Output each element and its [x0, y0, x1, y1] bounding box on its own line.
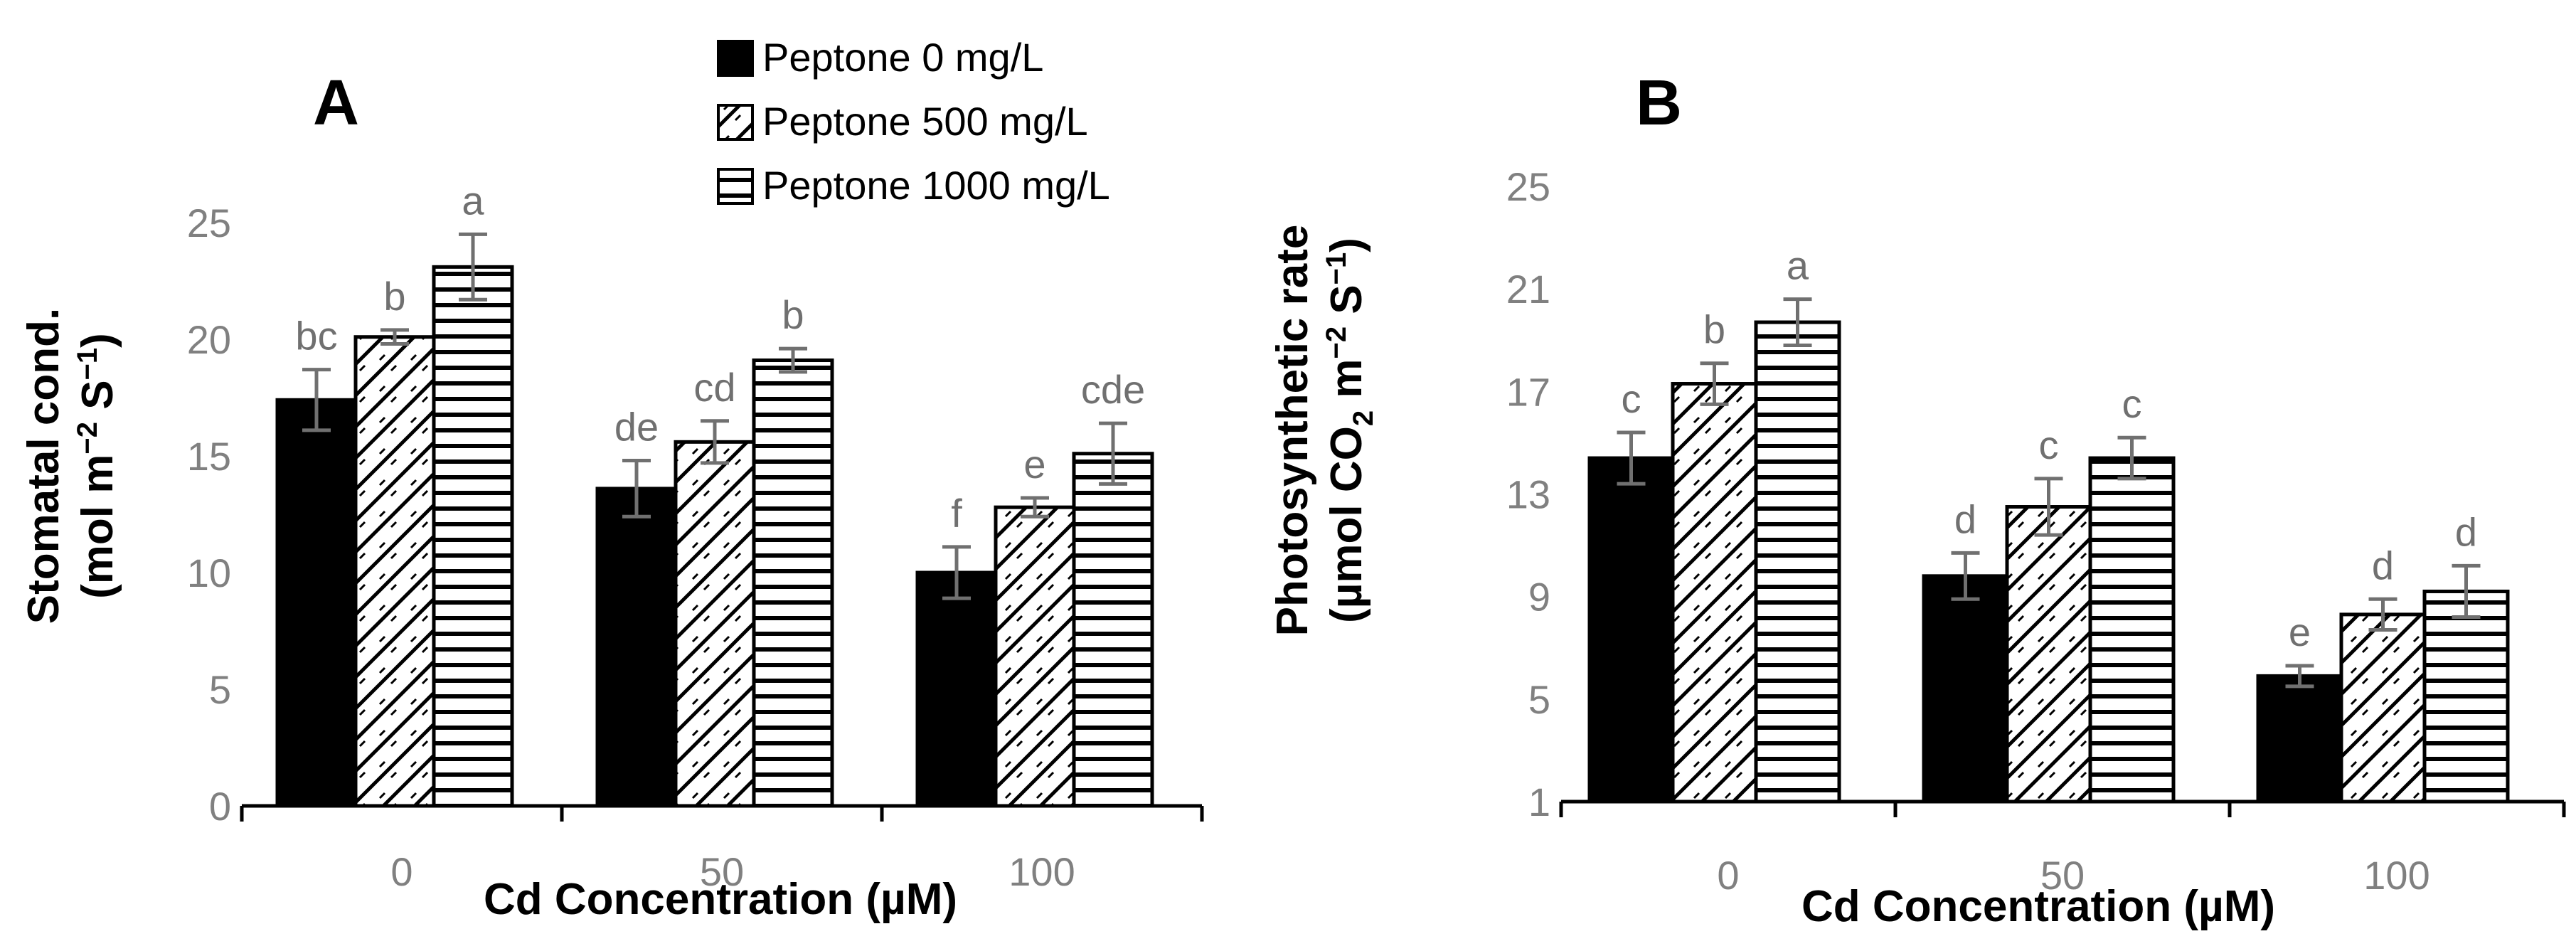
error-bar — [380, 328, 409, 346]
significance-label: a — [1787, 243, 1809, 288]
y-tick-label: 10 — [187, 551, 231, 595]
error-bar — [1617, 430, 1646, 486]
bar-peptone-500-cd-100[interactable] — [994, 505, 1076, 808]
legend-item-peptone-500[interactable]: Peptone 500 mg/L — [717, 99, 1088, 144]
y-tick-label: 15 — [187, 434, 231, 479]
error-bar — [1951, 551, 1980, 601]
legend-item-peptone-1000[interactable]: Peptone 1000 mg/L — [717, 163, 1110, 208]
error-bar — [2452, 563, 2481, 619]
significance-label: cde — [1081, 367, 1145, 412]
legend-swatch-diagonal — [717, 104, 754, 141]
significance-label: b — [383, 274, 405, 319]
bar-peptone-1000-cd-100[interactable] — [1072, 452, 1154, 808]
error-bar — [2117, 435, 2146, 481]
y-tick-label: 21 — [1506, 267, 1550, 312]
error-bar — [779, 346, 807, 374]
error-bar — [1099, 421, 1127, 486]
error-bar — [2368, 597, 2397, 632]
significance-label: a — [462, 178, 484, 223]
bar-peptone-1000-cd-0[interactable] — [432, 265, 514, 808]
y-tick-label: 5 — [209, 667, 231, 712]
bar-peptone-500-cd-0[interactable] — [1671, 382, 1758, 804]
significance-label: de — [614, 405, 659, 450]
y-tick-label: 25 — [187, 201, 231, 245]
bar-peptone-0-cd-100[interactable] — [2256, 674, 2343, 804]
bar-peptone-0-cd-50[interactable] — [1922, 574, 2009, 804]
y-axis-title-line2: (µmol CO2 m−2 S−1) — [1321, 238, 1379, 623]
error-bar — [459, 232, 487, 302]
error-bar — [701, 419, 729, 465]
legend-label: Peptone 500 mg/L — [762, 99, 1088, 144]
significance-label: d — [2455, 509, 2477, 554]
bar-peptone-0-cd-0[interactable] — [275, 398, 358, 808]
error-bar — [1021, 496, 1049, 519]
legend-label: Peptone 1000 mg/L — [762, 163, 1110, 208]
bar-peptone-500-cd-100[interactable] — [2339, 612, 2427, 804]
legend-label: Peptone 0 mg/L — [762, 35, 1043, 80]
bar-peptone-500-cd-0[interactable] — [353, 335, 436, 808]
bar-peptone-1000-cd-0[interactable] — [1754, 320, 1841, 804]
x-axis-title: Cd Concentration (µM) — [484, 875, 957, 924]
chart-b-marks: 1 5 9 13 17 21 25 c d e b c d a c d 0 50 100 — [1506, 164, 2566, 898]
legend-item-peptone-0[interactable]: Peptone 0 mg/L — [717, 35, 1043, 80]
y-axis-title: Stomatal cond. (mol m−2 S−1) — [19, 308, 122, 624]
x-tick-label: 100 — [1008, 849, 1075, 894]
error-bar — [622, 459, 651, 519]
legend: Peptone 0 mg/L Peptone 500 mg/L Peptone … — [717, 35, 1110, 208]
x-tick-label: 0 — [390, 849, 413, 894]
bar-peptone-1000-cd-50[interactable] — [752, 358, 834, 808]
significance-label: d — [1954, 496, 1976, 541]
panel-label: A — [313, 68, 359, 139]
significance-label: e — [2289, 610, 2311, 654]
y-tick-label: 0 — [209, 784, 231, 829]
y-tick-label: 9 — [1528, 575, 1550, 620]
x-axis-title: Cd Concentration (µM) — [1801, 882, 2275, 931]
significance-label: e — [1023, 442, 1045, 487]
bar-peptone-0-cd-50[interactable] — [595, 487, 678, 808]
significance-label: b — [1703, 307, 1725, 352]
y-tick-label: 1 — [1528, 780, 1550, 824]
bar-peptone-0-cd-0[interactable] — [1587, 456, 1675, 804]
y-tick-label: 17 — [1506, 369, 1550, 414]
x-tick-label: 100 — [2363, 853, 2429, 898]
bar-peptone-0-cd-100[interactable] — [915, 570, 998, 808]
legend-swatch-solid — [717, 40, 754, 77]
error-bar — [2285, 664, 2314, 689]
significance-label: b — [782, 292, 804, 337]
bar-peptone-1000-cd-100[interactable] — [2422, 589, 2510, 804]
error-bar — [2034, 477, 2063, 537]
y-axis-title-line2: (mol m−2 S−1) — [72, 333, 122, 599]
significance-label: d — [2372, 543, 2394, 588]
error-bar — [1783, 297, 1812, 347]
bar-peptone-1000-cd-50[interactable] — [2088, 456, 2176, 804]
y-axis-title-line1: Photosynthetic rate — [1268, 225, 1317, 637]
panel-label: B — [1636, 68, 1682, 139]
x-tick-label: 50 — [700, 849, 744, 894]
x-tick-label: 0 — [1717, 853, 1739, 898]
x-tick-label: 50 — [2040, 853, 2085, 898]
bar-peptone-500-cd-50[interactable] — [2005, 505, 2092, 804]
significance-label: c — [2122, 381, 2142, 426]
y-axis-title-line1: Stomatal cond. — [19, 308, 68, 624]
bar-peptone-500-cd-50[interactable] — [674, 440, 756, 808]
error-bar — [942, 545, 971, 600]
y-tick-label: 5 — [1528, 677, 1550, 722]
significance-label: c — [1622, 376, 1641, 421]
significance-label: f — [951, 491, 962, 536]
error-bar — [1700, 361, 1729, 406]
significance-label: bc — [295, 314, 337, 358]
error-bar — [302, 368, 331, 432]
significance-label: c — [2039, 423, 2059, 467]
y-tick-label: 25 — [1506, 164, 1550, 209]
legend-swatch-horizontal — [717, 168, 754, 205]
y-tick-label: 13 — [1506, 472, 1550, 517]
y-tick-label: 20 — [187, 317, 231, 362]
chart-panel-b: B 1 5 9 13 17 21 25 c d e b c d a c d 0 50 100 Photosynthe… — [1268, 68, 2566, 931]
y-axis-title: Photosynthetic rate (µmol CO2 m−2 S−1) — [1268, 225, 1379, 637]
significance-label: cd — [693, 365, 735, 410]
